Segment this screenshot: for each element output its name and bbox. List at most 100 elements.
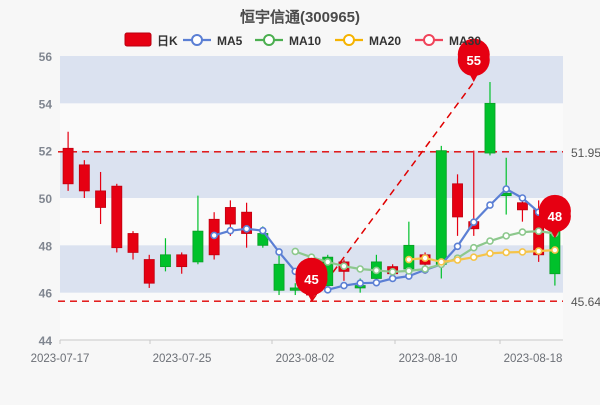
balloon-label: 48 xyxy=(548,209,562,224)
page-title: 恒宇信通(300965) xyxy=(240,8,360,26)
ma-point xyxy=(469,243,478,252)
low-price-balloon: 45 xyxy=(295,257,328,302)
legend-item[interactable]: MA10 xyxy=(255,34,321,48)
y-axis-tick-label: 46 xyxy=(39,287,53,301)
balloon-head xyxy=(457,44,490,77)
ma-point xyxy=(405,267,413,275)
candlestick xyxy=(62,131,74,191)
ma-point xyxy=(242,224,251,233)
y-axis-tick-label: 44 xyxy=(39,334,53,348)
candlestick xyxy=(160,238,171,272)
ma-point xyxy=(340,281,348,290)
y-axis-tick-label: 52 xyxy=(39,145,53,159)
candlestick xyxy=(452,174,463,236)
ma-line xyxy=(213,187,556,291)
y-axis-labels: 44 46 48 50 52 54 56 xyxy=(39,50,53,348)
candle-body xyxy=(95,190,106,208)
x-axis-tick-label: 2023-08-02 xyxy=(276,353,335,365)
ma-point xyxy=(356,279,364,288)
legend-label: MA5 xyxy=(217,34,243,48)
candle-body xyxy=(111,185,123,249)
balloon-label: 45 xyxy=(304,272,318,287)
ma-point xyxy=(421,265,429,273)
reference-line-label: 51.95 xyxy=(571,146,600,160)
ma-point xyxy=(210,231,218,240)
ma-point xyxy=(259,226,267,235)
ma-point xyxy=(534,227,543,235)
ma-point xyxy=(356,265,364,273)
ma-point xyxy=(323,286,332,294)
candle-body xyxy=(273,263,285,291)
ma-point xyxy=(388,268,397,276)
ma-series xyxy=(405,246,559,266)
candle-body xyxy=(241,211,253,234)
candle-body xyxy=(452,183,463,218)
ma-point xyxy=(534,247,543,255)
ma-point xyxy=(275,248,283,256)
x-axis-ticks xyxy=(59,340,501,344)
candlestick xyxy=(111,183,123,253)
y-axis-tick-label: 54 xyxy=(39,97,53,111)
legend-circle-icon xyxy=(343,34,355,46)
reference-line-label: 45.64 xyxy=(571,295,600,309)
ma-point xyxy=(502,232,511,240)
y-axis-tick-label: 50 xyxy=(39,192,53,206)
ma-point xyxy=(226,226,235,235)
candle-body xyxy=(224,207,236,225)
candlestick xyxy=(484,82,496,156)
legend-circle-icon xyxy=(191,34,203,46)
ma-line xyxy=(408,249,555,263)
candlestick xyxy=(127,231,139,260)
balloon-head xyxy=(295,263,328,296)
candlestick xyxy=(273,254,285,296)
candlestick xyxy=(143,254,155,288)
ma-point xyxy=(486,237,494,245)
legend-item[interactable]: 日K xyxy=(124,32,178,48)
candlestick xyxy=(95,171,106,225)
legend-item[interactable]: MA5 xyxy=(183,34,243,48)
candle-body xyxy=(176,254,188,268)
ma-point xyxy=(486,249,494,258)
candlestick xyxy=(78,160,90,198)
legend-circle-icon xyxy=(423,34,435,46)
ma-point xyxy=(453,256,462,264)
ma-point xyxy=(405,255,413,264)
trend-line xyxy=(310,81,475,302)
legend-item[interactable]: MA30 xyxy=(415,34,481,48)
ma-point xyxy=(372,266,381,275)
candle-body xyxy=(435,150,447,265)
x-axis-tick-label: 2023-08-18 xyxy=(504,353,563,365)
ma-point xyxy=(340,262,348,270)
legend-item[interactable]: MA20 xyxy=(335,34,401,48)
last-price-balloon: 48 xyxy=(538,194,571,239)
candle-body xyxy=(160,254,171,268)
candle-body xyxy=(484,102,496,154)
ma-point xyxy=(502,185,511,193)
candlestick xyxy=(192,195,204,265)
candle-body xyxy=(127,233,139,253)
ma-point xyxy=(421,254,429,262)
ma-point xyxy=(518,228,527,236)
candle-body xyxy=(143,259,155,284)
ma-point xyxy=(323,258,332,266)
x-axis-tick-label: 2023-07-17 xyxy=(31,353,90,365)
ma-point xyxy=(388,274,397,283)
ma-point xyxy=(469,253,478,261)
candle-body xyxy=(192,230,204,263)
legend-label: 日K xyxy=(157,34,178,48)
ma-point xyxy=(486,201,494,209)
candlestick xyxy=(176,252,188,274)
ma-point xyxy=(291,247,300,256)
legend-circle-icon xyxy=(263,34,275,46)
candle-body xyxy=(62,147,74,185)
legend-label: MA20 xyxy=(369,34,401,48)
candle-body xyxy=(517,202,528,211)
balloon-label: 55 xyxy=(467,53,481,68)
reference-lines: 51.95 45.64 xyxy=(58,146,600,309)
legend-swatch-icon xyxy=(124,32,152,47)
x-axis-tick-label: 2023-08-10 xyxy=(399,353,458,365)
y-axis-tick-label: 48 xyxy=(39,239,53,253)
ma-point xyxy=(502,248,511,257)
high-price-balloon: 55 xyxy=(457,38,490,83)
